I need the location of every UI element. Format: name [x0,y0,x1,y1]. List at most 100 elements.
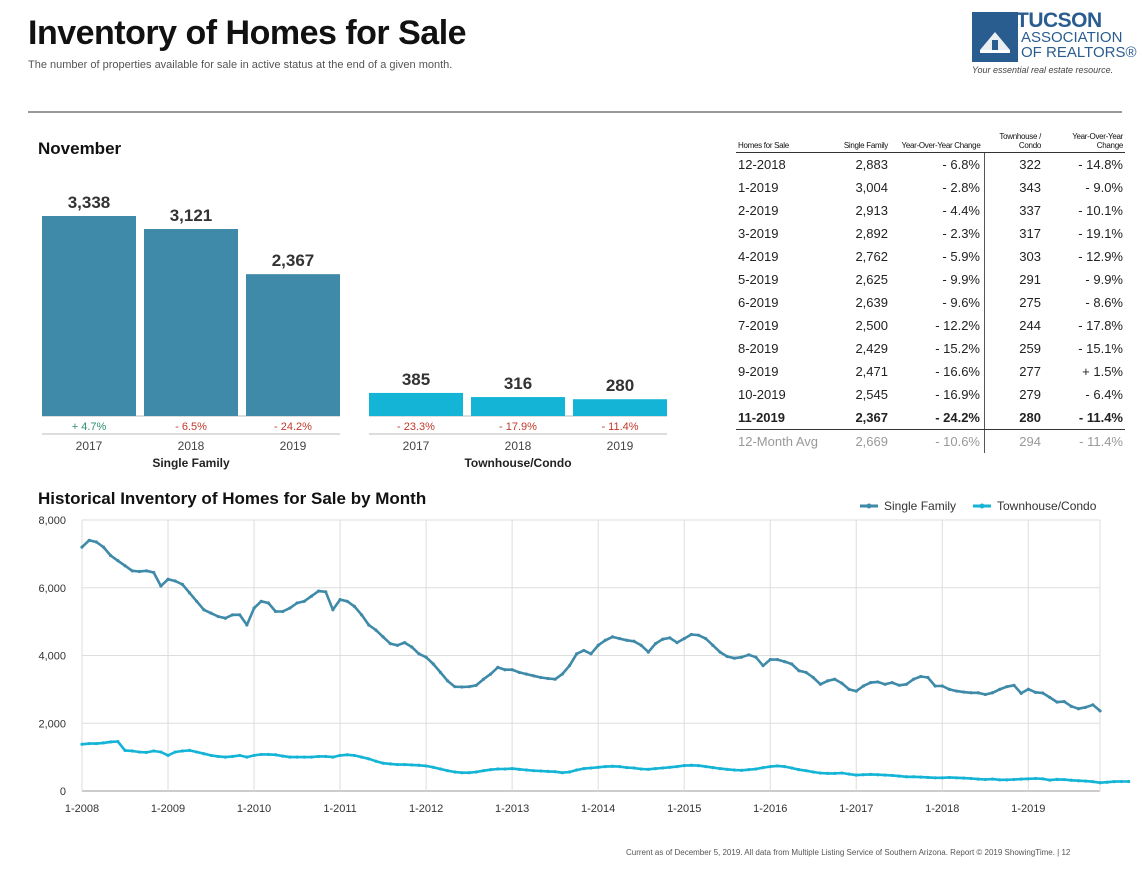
data-point [338,753,342,758]
table-cell: - 10.6% [935,434,980,449]
data-point [825,771,830,775]
table-row: 1-2019 3,004 - 2.8% 343 - 9.0% [736,176,1125,199]
data-point [101,741,106,745]
data-point [933,776,937,780]
table-row: 12-2018 2,883 - 6.8% 322 - 14.8% [736,152,1125,176]
data-point [173,579,177,583]
data-point [87,538,91,542]
data-point [288,606,292,610]
data-point [159,750,163,754]
data-point [1091,703,1095,707]
table-header: Homes for Sale [736,132,838,153]
data-point [1033,776,1038,781]
data-point [202,752,206,756]
data-point [359,613,364,617]
data-point [123,564,127,568]
data-point [689,632,693,637]
table-cell: 337 [984,199,1057,222]
data-point [403,641,407,645]
table-cell: - 15.2% [935,341,980,356]
bar-year-label: 2017 [403,439,430,453]
data-point [87,741,91,746]
data-point [818,682,823,686]
data-point [395,643,400,647]
bar-change-label: - 24.2% [274,421,312,433]
data-point [331,755,335,759]
data-point [725,654,729,659]
data-point [969,691,973,695]
data-point [1026,687,1030,691]
data-point [1005,778,1009,782]
logo-tagline: Your essential real estate resource. [972,65,1114,75]
table-cell: 12-Month Avg [738,434,818,449]
x-tick-label: 1-2009 [151,803,185,815]
table-cell: 2,639 [855,295,888,310]
data-point [912,775,916,779]
data-point [252,606,256,610]
data-point [747,768,751,772]
table-cell: - 5.9% [942,249,980,264]
data-point [661,766,665,770]
data-point [309,594,314,598]
data-point [295,601,299,605]
table-row: 10-2019 2,545 - 16.9% 279 - 6.4% [736,383,1125,406]
data-point [998,778,1002,782]
table-cell: 7-2019 [738,318,779,333]
bar-value-label: 3,121 [170,206,213,225]
table-cell: - 9.0% [1085,180,1123,195]
data-point [890,773,894,778]
data-point [553,677,557,681]
table-cell: - 2.8% [942,180,980,195]
data-point [567,664,572,668]
table-cell: 2,625 [855,272,888,287]
data-point [116,739,120,744]
table-cell: 2,500 [855,318,888,333]
data-point [137,569,141,574]
bar [369,392,463,416]
data-point [1112,780,1116,784]
data-point [732,768,736,772]
data-point [632,639,636,643]
data-point [453,685,457,689]
table-cell: 294 [984,429,1057,453]
table-row: 7-2019 2,500 - 12.2% 244 - 17.8% [736,314,1125,337]
y-tick-label: 8,000 [38,515,66,527]
legend-marker [979,503,985,509]
data-point [1005,685,1009,689]
data-point [596,765,600,769]
data-point [711,643,715,647]
data-point [804,670,808,675]
data-point [797,768,801,772]
data-point [309,755,314,759]
bar [246,274,340,416]
table-cell: 9-2019 [738,364,779,379]
data-point [661,637,665,641]
data-point [940,776,944,780]
data-point [833,771,837,775]
bar-year-label: 2019 [607,439,634,453]
data-point [259,752,263,757]
data-point [1026,777,1030,781]
footer-note: Current as of December 5, 2019. All data… [626,848,1071,857]
data-point [983,692,987,697]
table-cell: - 9.9% [942,272,980,287]
table-cell: 4-2019 [738,249,779,264]
bar-change-label: - 11.4% [601,421,638,433]
table-row: 6-2019 2,639 - 9.6% 275 - 8.6% [736,291,1125,314]
data-point [438,670,443,675]
data-point [718,650,722,654]
data-point [367,757,371,761]
data-point [359,755,364,759]
data-point [230,613,235,617]
x-tick-label: 1-2016 [753,803,787,815]
data-point [180,749,184,753]
table-row: 11-2019 2,367- 24.2% 280- 11.4% [736,406,1125,430]
data-point [331,608,335,612]
bar [42,216,136,416]
table-cell: 279 [984,383,1057,406]
table-cell: 6-2019 [738,295,779,310]
data-point [223,616,227,620]
data-point [704,636,708,641]
table-cell: 317 [984,222,1057,245]
data-point [675,765,679,769]
